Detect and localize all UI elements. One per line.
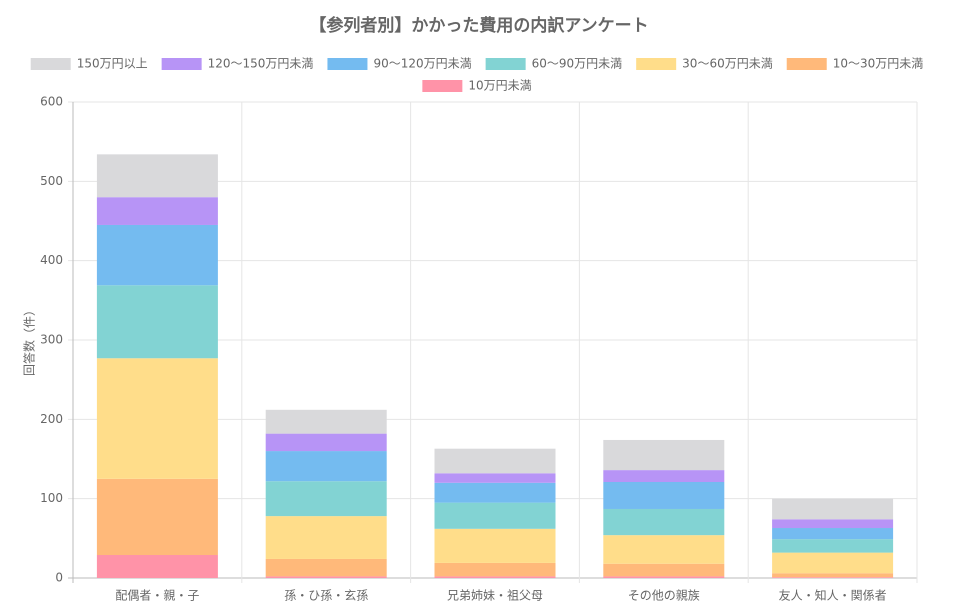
- bar-segment: [265, 433, 387, 452]
- y-tick-label: 500: [40, 174, 63, 188]
- legend-item[interactable]: 90〜120万円未満: [327, 57, 472, 71]
- bar-segment: [434, 528, 556, 563]
- bar-segment: [96, 358, 218, 479]
- y-tick-label: 100: [40, 491, 63, 505]
- bar-segment: [603, 470, 725, 483]
- bar-segment: [96, 154, 218, 198]
- bar-segment: [434, 448, 556, 474]
- legend-item[interactable]: 60〜90万円未満: [485, 57, 623, 71]
- x-tick-label: 孫・ひ孫・玄孫: [284, 588, 368, 603]
- bar-segment: [603, 508, 725, 536]
- x-tick-label: 兄弟姉妹・祖父母: [447, 588, 543, 603]
- legend-swatch: [786, 58, 827, 70]
- legend-label: 10〜30万円未満: [833, 57, 924, 71]
- bar-segment: [772, 573, 894, 578]
- bar-segment: [603, 535, 725, 564]
- x-tick-label: その他の親族: [628, 589, 700, 603]
- y-axis-label: 回答数（件）: [22, 304, 37, 376]
- bar-segment: [265, 409, 387, 434]
- legend-swatch: [327, 58, 368, 70]
- bar-segment: [434, 482, 556, 503]
- bar-segment: [434, 473, 556, 483]
- y-tick-label: 0: [55, 571, 63, 585]
- legend-swatch: [30, 58, 71, 70]
- legend-label: 60〜90万円未満: [532, 57, 623, 71]
- legend-item[interactable]: 150万円以上: [30, 57, 148, 71]
- legend-label: 10万円未満: [468, 79, 531, 93]
- y-tick-label: 300: [40, 333, 63, 347]
- bar-segment: [434, 502, 556, 529]
- legend-swatch: [422, 80, 463, 92]
- bar-segment: [772, 552, 894, 574]
- legend-label: 30〜60万円未満: [682, 57, 773, 71]
- y-tick-label: 600: [40, 95, 63, 109]
- legend-label: 90〜120万円未満: [373, 57, 471, 71]
- chart-title: 【参列者別】かかった費用の内訳アンケート: [309, 15, 648, 36]
- y-tick-label: 200: [40, 412, 63, 426]
- bar-segment: [96, 285, 218, 359]
- legend-swatch: [161, 58, 202, 70]
- bar-segment: [96, 224, 218, 286]
- legend-item[interactable]: 30〜60万円未満: [636, 57, 773, 71]
- y-tick-label: 400: [40, 253, 63, 267]
- bar-segment: [265, 576, 387, 578]
- bar-segment: [96, 478, 218, 555]
- legend-item[interactable]: 10万円未満: [422, 79, 532, 93]
- bar-segment: [434, 562, 556, 577]
- bar-segment: [265, 558, 387, 577]
- bar-segment: [434, 576, 556, 578]
- bar-segment: [772, 519, 894, 529]
- bar-segment: [96, 554, 218, 578]
- bar-segment: [603, 482, 725, 509]
- bar-segment: [603, 563, 725, 577]
- bar-segment: [265, 451, 387, 482]
- bar-segment: [265, 516, 387, 559]
- legend-item[interactable]: 120〜150万円未満: [161, 57, 314, 71]
- x-tick-label: 配偶者・親・子: [115, 589, 199, 603]
- legend-label: 150万円以上: [77, 57, 148, 71]
- x-tick-label: 友人・知人・関係者: [779, 589, 887, 603]
- bar-segment: [603, 439, 725, 471]
- bar-segment: [265, 481, 387, 517]
- bar-segment: [772, 498, 894, 520]
- bar-segment: [603, 576, 725, 578]
- legend-label: 120〜150万円未満: [208, 57, 314, 71]
- bar-segment: [772, 577, 894, 578]
- legend-swatch: [636, 58, 677, 70]
- bar-segment: [772, 528, 894, 540]
- legend-item[interactable]: 10〜30万円未満: [786, 57, 924, 71]
- bar-segment: [96, 197, 218, 225]
- bar-segment: [772, 539, 894, 553]
- legend-swatch: [485, 58, 526, 70]
